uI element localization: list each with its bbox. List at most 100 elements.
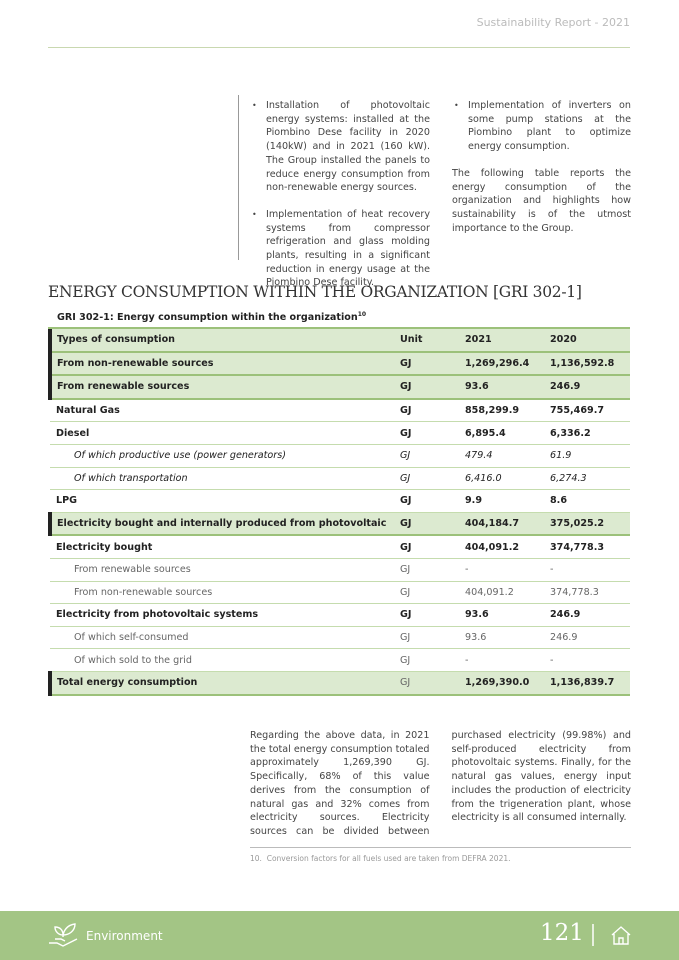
bullet: Implementation of heat recovery systems … [252,208,430,290]
table-cell: GJ [400,581,465,605]
footnote-number: 10. [250,854,262,863]
env-icon [49,923,78,947]
table-cell: 6,336.2 [550,421,630,445]
table-cell: 1,269,390.0 [465,671,550,696]
table-cell: From renewable sources [48,375,400,400]
table-row: LPG GJ 9.9 8.6 [50,489,630,513]
table-cell: GJ [400,421,465,445]
section-title: ENERGY CONSUMPTION WITHIN THE ORGANIZATI… [48,283,582,301]
table-cell: - [465,558,550,582]
footnote-text: Conversion factors for all fuels used ar… [266,854,511,863]
table-cell: Of which self-consumed [50,626,400,650]
table-cell: 755,469.7 [550,398,630,423]
table-row: Of which sold to the grid GJ - - [50,648,630,672]
table-cell: 6,895.4 [465,421,550,445]
footnote-rule [250,847,631,848]
caption-text: GRI 302-1: Energy consumption within the… [57,312,358,324]
table-cell: 374,778.3 [550,581,630,605]
table-cell: 1,269,296.4 [465,351,550,377]
table-cell: GJ [400,489,465,513]
table-cell: 6,416.0 [465,467,550,491]
table-row: From renewable sources GJ 93.6 246.9 [48,375,630,400]
table-cell: LPG [50,489,400,513]
table-rule [48,327,630,329]
page-number: 121 [540,920,584,946]
table-cell: GJ [400,512,465,537]
table-cell: GJ [400,648,465,672]
table-cell: 479.4 [465,444,550,468]
home-icon[interactable] [590,922,634,948]
table-cell: Of which productive use (power generator… [50,444,400,468]
paragraph: Regarding the above data, in 2021 the to… [250,730,631,837]
table-row: From renewable sources GJ - - [50,558,630,582]
table-cell: 93.6 [465,626,550,650]
table-cell: - [550,648,630,672]
header-rule [48,47,630,48]
table-cell: Electricity bought [50,535,400,559]
table-caption: GRI 302-1: Energy consumption within the… [57,311,366,323]
header-cell: 2021 [465,329,550,353]
table-row: From non-renewable sources GJ 1,269,296.4 1… [48,351,630,377]
table-cell: Of which sold to the grid [50,648,400,672]
table-row: Total energy consumption GJ 1,269,390.0 1,1… [48,671,630,696]
table-cell: GJ [400,467,465,491]
table-row: Of which productive use (power generator… [50,444,630,468]
table-cell: 93.6 [465,603,550,627]
table-cell: Electricity bought and internally produc… [48,512,400,537]
bullet: Implementation of inverters on some pump… [454,99,631,154]
footer [0,911,679,960]
footer-section: Environment [86,929,163,943]
paragraph: The following table reports the energy c… [452,167,631,234]
intro-col-2: Implementation of inverters on some pump… [452,99,631,235]
table-cell: - [465,648,550,672]
table-cell: GJ [400,444,465,468]
column-rule [238,95,239,260]
table-row: Electricity bought and internally produc… [48,512,630,537]
table-row: Of which self-consumed GJ 93.6 246.9 [50,626,630,650]
header-cell: Unit [400,329,465,353]
table-cell: 1,136,592.8 [550,351,630,377]
table-header-row: Types of consumption Unit 2021 2020 [48,329,630,353]
table-cell: 404,184.7 [465,512,550,537]
table-row: Electricity from photovoltaic systems GJ 9… [50,603,630,627]
table-cell: - [550,558,630,582]
table-cell: Diesel [50,421,400,445]
table-cell: 93.6 [465,375,550,400]
table-cell: 404,091.2 [465,581,550,605]
table-cell: 246.9 [550,603,630,627]
table-cell: 6,274.3 [550,467,630,491]
header-cell: 2020 [550,329,630,353]
header-title: Sustainability Report - 2021 [476,16,630,29]
table-cell: From non-renewable sources [50,581,400,605]
table-cell: 375,025.2 [550,512,630,537]
table-cell: Total energy consumption [48,671,400,696]
table-cell: 858,299.9 [465,398,550,423]
table-cell: From non-renewable sources [48,351,400,377]
table-cell: 246.9 [550,626,630,650]
table-cell: 1,136,839.7 [550,671,630,696]
table-cell: 9.9 [465,489,550,513]
table-cell: 374,778.3 [550,535,630,559]
table-row: Natural Gas GJ 858,299.9 755,469.7 [50,398,630,423]
table-cell: Electricity from photovoltaic systems [50,603,400,627]
table-cell: 404,091.2 [465,535,550,559]
caption-note: 10 [357,311,367,318]
table-cell: GJ [400,671,465,696]
table-row: Diesel GJ 6,895.4 6,336.2 [50,421,630,445]
table-cell: 8.6 [550,489,630,513]
table: Types of consumption Unit 2021 2020 From non… [48,329,630,696]
table-cell: 61.9 [550,444,630,468]
body-col-1: Regarding the above data, in 2021 the to… [250,729,631,839]
table-cell: Natural Gas [50,398,400,423]
footnote: 10. Conversion factors for all fuels use… [250,854,511,863]
table-cell: GJ [400,535,465,559]
table-cell: GJ [400,375,465,400]
header-cell: Types of consumption [48,329,400,353]
table-cell: GJ [400,558,465,582]
table-row: From non-renewable sources GJ 404,091.2 374… [50,581,630,605]
bullet: Installation of photovoltaic energy syst… [252,99,430,195]
table-cell: From renewable sources [50,558,400,582]
table-cell: 246.9 [550,375,630,400]
intro-col-1: Installation of photovoltaic energy syst… [250,99,430,303]
